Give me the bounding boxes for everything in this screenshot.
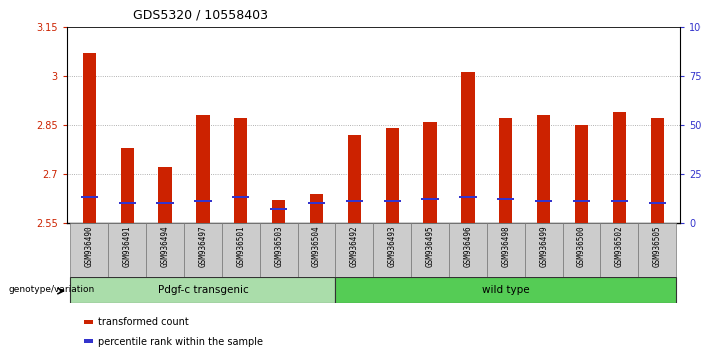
Text: GSM936503: GSM936503 (274, 226, 283, 267)
Bar (374, 223, 411, 278)
Text: GSM936499: GSM936499 (539, 226, 548, 267)
Bar (146, 223, 184, 278)
Bar (308, 202, 325, 204)
Bar (537, 115, 550, 223)
Bar (651, 118, 664, 223)
Bar (194, 200, 212, 202)
Bar (310, 194, 323, 223)
Bar (648, 202, 666, 204)
Bar (449, 223, 487, 278)
Text: percentile rank within the sample: percentile rank within the sample (98, 337, 263, 347)
Bar (611, 200, 628, 202)
Bar (270, 208, 287, 210)
Bar (423, 121, 437, 223)
Bar (184, 223, 222, 278)
Bar (487, 223, 525, 278)
Text: transformed count: transformed count (98, 317, 189, 327)
Bar (156, 202, 174, 204)
Bar (601, 223, 639, 278)
Text: GDS5320 / 10558403: GDS5320 / 10558403 (133, 9, 268, 22)
Bar (297, 223, 335, 278)
Bar (234, 118, 247, 223)
Bar (83, 53, 96, 223)
Text: wild type: wild type (482, 285, 530, 295)
Text: GSM936504: GSM936504 (312, 226, 321, 267)
Text: GSM936491: GSM936491 (123, 226, 132, 267)
Bar (346, 200, 363, 202)
Bar (196, 115, 210, 223)
Bar (335, 277, 676, 303)
Bar (259, 223, 297, 278)
Text: GSM936500: GSM936500 (577, 226, 586, 267)
Text: GSM936492: GSM936492 (350, 226, 359, 267)
Bar (639, 223, 676, 278)
Bar (573, 200, 590, 202)
Bar (118, 202, 136, 204)
Bar (386, 128, 399, 223)
Text: GSM936495: GSM936495 (426, 226, 435, 267)
Bar (461, 72, 475, 223)
Bar (121, 148, 134, 223)
Bar (272, 200, 285, 223)
Text: genotype/variation: genotype/variation (8, 285, 95, 294)
Bar (613, 112, 626, 223)
Bar (70, 277, 335, 303)
Text: GSM936494: GSM936494 (161, 226, 170, 267)
Bar (411, 223, 449, 278)
Bar (497, 199, 515, 200)
Bar (222, 223, 259, 278)
Bar (383, 200, 401, 202)
Bar (575, 125, 588, 223)
Text: GSM936498: GSM936498 (501, 226, 510, 267)
Text: Pdgf-c transgenic: Pdgf-c transgenic (158, 285, 248, 295)
Text: GSM936490: GSM936490 (85, 226, 94, 267)
Text: GSM936497: GSM936497 (198, 226, 207, 267)
Bar (459, 196, 477, 199)
Text: GSM936505: GSM936505 (653, 226, 662, 267)
Bar (499, 118, 512, 223)
Bar (348, 135, 361, 223)
Bar (108, 223, 146, 278)
Bar (335, 223, 374, 278)
Bar (232, 196, 250, 199)
Bar (421, 199, 439, 200)
Bar (158, 167, 172, 223)
Bar (535, 200, 552, 202)
Bar (81, 196, 98, 199)
Bar (70, 223, 108, 278)
Text: GSM936502: GSM936502 (615, 226, 624, 267)
Text: GSM936493: GSM936493 (388, 226, 397, 267)
Text: GSM936496: GSM936496 (463, 226, 472, 267)
Bar (563, 223, 601, 278)
Bar (525, 223, 563, 278)
Text: GSM936501: GSM936501 (236, 226, 245, 267)
